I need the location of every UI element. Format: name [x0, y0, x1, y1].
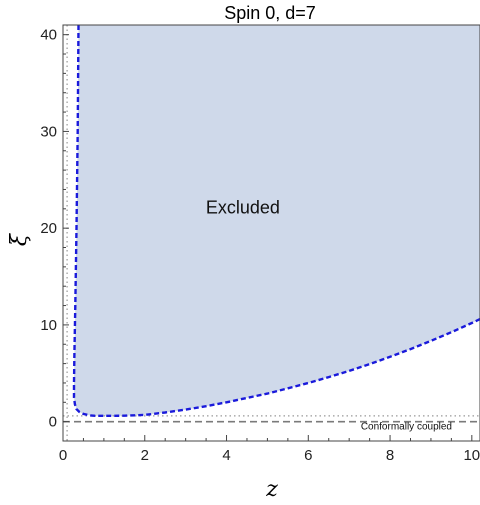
conformally-coupled-label: Conformally coupled	[361, 421, 452, 432]
x-tick-label: 4	[222, 447, 230, 464]
y-axis-ticks: 0 10 20 30 40	[40, 27, 69, 431]
excluded-region	[74, 25, 480, 416]
y-tick-label: 20	[40, 220, 57, 237]
x-tick-label: 2	[141, 447, 149, 464]
y-tick-label: 30	[40, 123, 57, 140]
y-axis-label: ξ	[7, 232, 32, 246]
plot-frame	[62, 24, 480, 442]
x-tick-label: 6	[304, 447, 312, 464]
x-axis-label: z	[265, 477, 278, 502]
x-tick-label: 10	[463, 447, 480, 464]
y-tick-label: 40	[40, 27, 57, 44]
excluded-region-label: Excluded	[206, 198, 280, 218]
plot-area	[62, 24, 480, 442]
exclusion-boundary-line	[72, 24, 480, 417]
chart-title: Spin 0, d=7	[224, 3, 316, 23]
x-tick-label: 8	[386, 447, 394, 464]
x-tick-label: 0	[59, 447, 67, 464]
y-tick-label: 10	[40, 317, 57, 334]
x-axis-ticks: 0 2 4 6 8 10	[59, 435, 480, 464]
y-tick-label: 0	[49, 414, 57, 431]
